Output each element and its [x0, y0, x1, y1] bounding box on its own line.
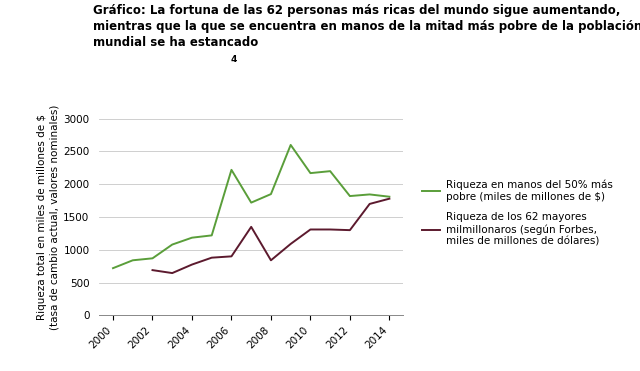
Legend: Riqueza en manos del 50% más
pobre (miles de millones de $), Riqueza de los 62 m: Riqueza en manos del 50% más pobre (mile… [417, 176, 617, 250]
Y-axis label: Riqueza total en miles de millones de $
(tasa de cambio actual, valores nominale: Riqueza total en miles de millones de $ … [38, 104, 59, 330]
Text: 4: 4 [230, 55, 237, 63]
Text: Gráfico: La fortuna de las 62 personas más ricas del mundo sigue aumentando,
mie: Gráfico: La fortuna de las 62 personas m… [93, 4, 640, 49]
